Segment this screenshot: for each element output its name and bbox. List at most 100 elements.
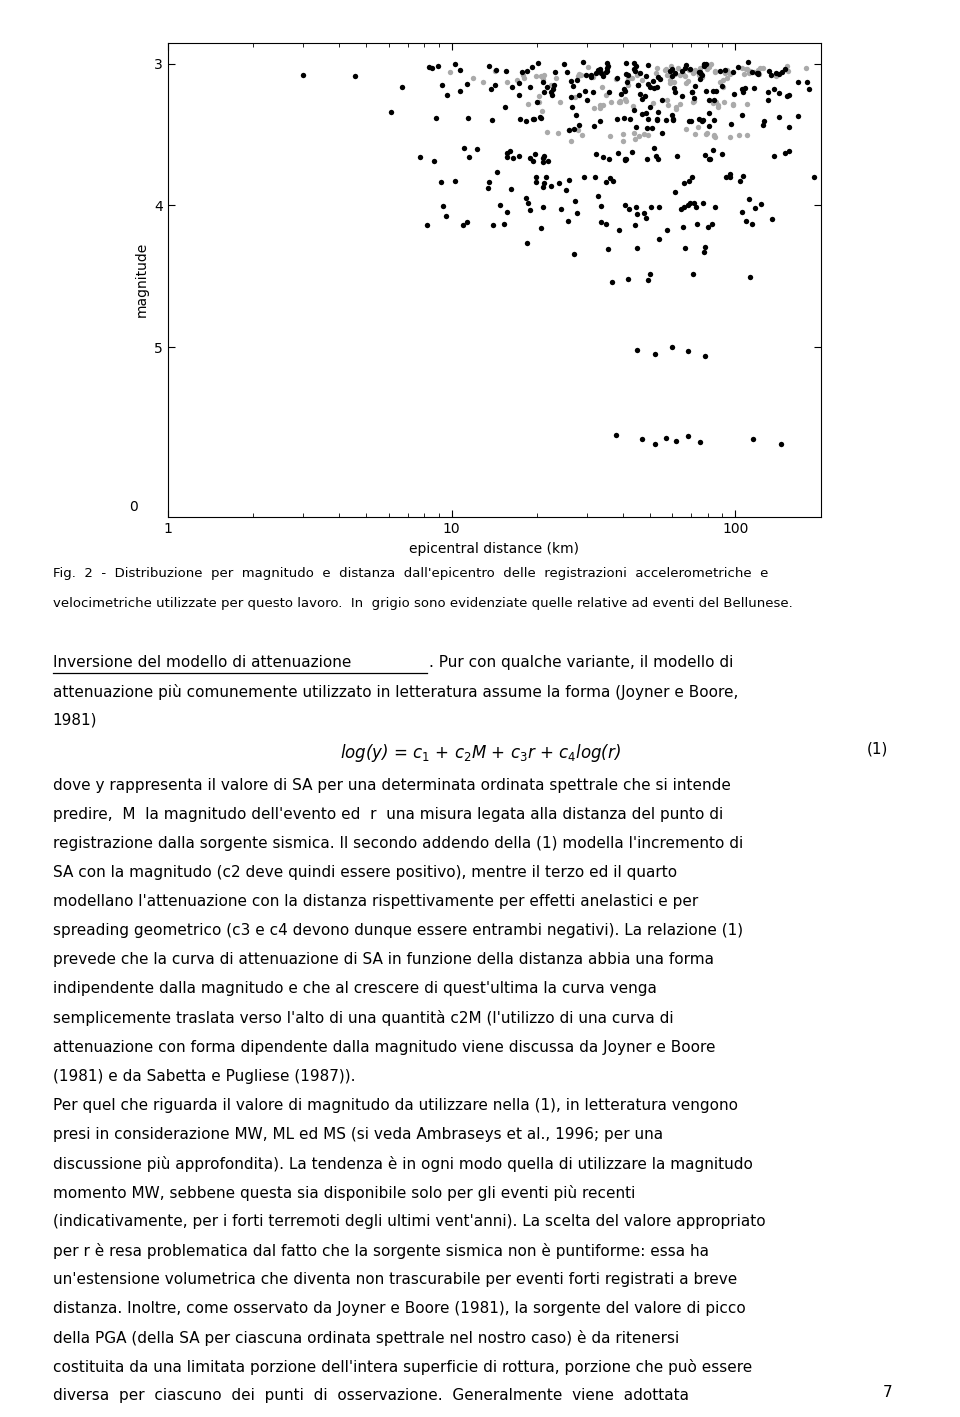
Point bbox=[680, 194, 695, 217]
Point bbox=[756, 57, 771, 79]
Point bbox=[662, 60, 678, 82]
Point bbox=[708, 196, 723, 218]
Point bbox=[567, 190, 583, 213]
Point bbox=[556, 52, 571, 75]
Point bbox=[526, 108, 541, 130]
Point bbox=[716, 91, 732, 113]
Point bbox=[693, 62, 708, 85]
Point bbox=[660, 88, 675, 111]
Point bbox=[763, 64, 779, 86]
Text: (indicativamente, per i forti terremoti degli ultimi vent'anni). La scelta del v: (indicativamente, per i forti terremoti … bbox=[53, 1214, 765, 1229]
Point bbox=[655, 122, 670, 145]
Point bbox=[679, 54, 694, 77]
Point bbox=[624, 140, 639, 163]
Point bbox=[549, 67, 564, 89]
Point bbox=[682, 191, 697, 214]
Point bbox=[701, 88, 716, 111]
Point bbox=[553, 91, 568, 113]
Point bbox=[520, 94, 536, 116]
Point bbox=[519, 60, 535, 82]
Point bbox=[684, 61, 700, 84]
Point bbox=[702, 55, 717, 78]
Point bbox=[780, 60, 796, 82]
Point bbox=[511, 84, 526, 106]
Point bbox=[698, 123, 713, 146]
Point bbox=[513, 108, 528, 130]
Point bbox=[688, 196, 704, 218]
Point bbox=[699, 79, 714, 102]
Point bbox=[638, 207, 654, 230]
Point bbox=[691, 64, 707, 86]
Point bbox=[706, 79, 721, 102]
Point bbox=[618, 89, 634, 112]
Text: Per quel che riguarda il valore di magnitudo da utilizzare nella (1), in lettera: Per quel che riguarda il valore di magni… bbox=[53, 1098, 738, 1112]
Point bbox=[633, 61, 648, 84]
Point bbox=[665, 61, 681, 84]
Point bbox=[631, 74, 646, 96]
Point bbox=[462, 146, 477, 169]
Point bbox=[771, 82, 786, 105]
Point bbox=[632, 82, 647, 105]
Point bbox=[538, 166, 553, 188]
Point bbox=[629, 196, 644, 218]
Point bbox=[751, 62, 766, 85]
Point bbox=[439, 205, 454, 228]
Point bbox=[659, 427, 674, 449]
Point bbox=[644, 116, 660, 139]
Point bbox=[566, 244, 582, 266]
Point bbox=[740, 123, 756, 146]
Point bbox=[531, 91, 546, 113]
Point bbox=[719, 58, 734, 81]
Point bbox=[621, 68, 636, 91]
Point bbox=[640, 72, 656, 95]
Point bbox=[537, 64, 552, 86]
Point bbox=[649, 109, 664, 132]
Point bbox=[730, 55, 745, 78]
Point bbox=[485, 109, 500, 132]
Point bbox=[705, 139, 720, 162]
Point bbox=[681, 340, 696, 363]
Point bbox=[720, 61, 735, 84]
Point bbox=[570, 119, 586, 142]
Point bbox=[700, 122, 715, 145]
Point bbox=[717, 58, 732, 81]
Point bbox=[739, 92, 755, 115]
Point bbox=[701, 215, 716, 238]
Point bbox=[627, 214, 642, 237]
Point bbox=[732, 170, 748, 193]
Point bbox=[509, 68, 524, 91]
Point bbox=[687, 58, 703, 81]
Point bbox=[419, 214, 434, 237]
Point bbox=[660, 94, 676, 116]
Point bbox=[636, 203, 651, 225]
Point bbox=[701, 147, 716, 170]
Point bbox=[696, 55, 711, 78]
Point bbox=[540, 149, 556, 171]
Point bbox=[536, 176, 551, 198]
Text: 7: 7 bbox=[883, 1384, 893, 1400]
Text: un'estensione volumetrica che diventa non trascurabile per eventi forti registra: un'estensione volumetrica che diventa no… bbox=[53, 1272, 737, 1287]
Point bbox=[624, 67, 639, 89]
Point bbox=[579, 64, 594, 86]
Point bbox=[685, 262, 701, 285]
Point bbox=[553, 198, 568, 221]
Point bbox=[696, 191, 711, 214]
Point bbox=[637, 65, 653, 88]
Point bbox=[650, 67, 665, 89]
Point bbox=[629, 203, 644, 225]
Point bbox=[649, 57, 664, 79]
Point bbox=[692, 57, 708, 79]
Point bbox=[654, 89, 669, 112]
Point bbox=[665, 108, 681, 130]
Point bbox=[806, 166, 822, 188]
Point bbox=[611, 142, 626, 164]
Point bbox=[650, 108, 665, 130]
Point bbox=[666, 71, 682, 94]
Point bbox=[651, 65, 666, 88]
Point bbox=[413, 146, 428, 169]
Point bbox=[781, 84, 797, 106]
Point bbox=[741, 188, 756, 211]
Point bbox=[641, 108, 657, 130]
Point bbox=[639, 116, 655, 139]
Point bbox=[577, 79, 592, 102]
